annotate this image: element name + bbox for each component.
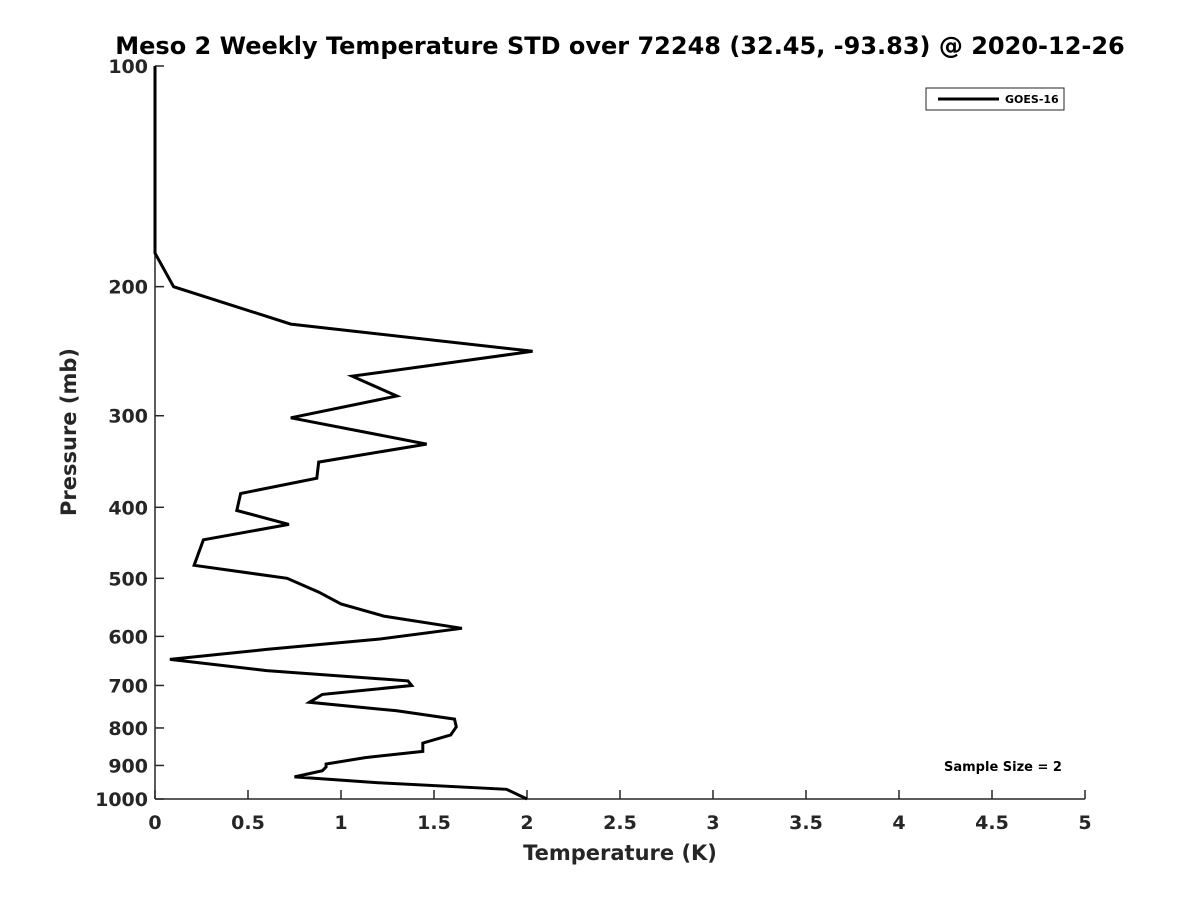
legend: GOES-16 [925,87,1065,111]
legend-label-goes-16: GOES-16 [1005,93,1059,106]
x-tick-label: 3 [706,812,719,834]
x-tick-label: 2.5 [603,812,637,834]
series-group [153,66,533,801]
y-tick-label: 100 [108,56,148,78]
x-tick-label: 3.5 [789,812,823,834]
x-axis-title: Temperature (K) [523,841,717,865]
series-line-goes-16 [153,66,533,801]
y-tick-label: 800 [108,718,148,740]
x-axis-ticks: 0 0.5 1 1.5 2 2.5 3 3.5 4 4.5 5 [148,790,1092,834]
y-tick-label: 600 [108,626,148,648]
y-tick-label: 700 [108,675,148,697]
x-tick-label: 5 [1078,812,1091,834]
x-tick-label: 4.5 [975,812,1009,834]
y-tick-label: 900 [108,755,148,777]
y-tick-label: 200 [108,277,148,299]
y-tick-label: 1000 [95,789,148,811]
x-tick-label: 0.5 [231,812,265,834]
y-tick-label: 400 [108,497,148,519]
x-tick-label: 0 [148,812,161,834]
sample-size-annotation: Sample Size = 2 [944,760,1062,775]
x-tick-label: 2 [520,812,533,834]
y-tick-label: 500 [108,568,148,590]
x-tick-label: 4 [892,812,905,834]
y-axis-title: Pressure (mb) [57,348,81,516]
x-tick-label: 1 [334,812,347,834]
y-tick-label: 300 [108,406,148,428]
y-axis-ticks: 100 200 300 400 500 600 700 800 900 1000 [95,56,164,811]
chart-title: Meso 2 Weekly Temperature STD over 72248… [115,32,1125,60]
x-tick-label: 1.5 [417,812,451,834]
plot-area [155,66,1085,799]
